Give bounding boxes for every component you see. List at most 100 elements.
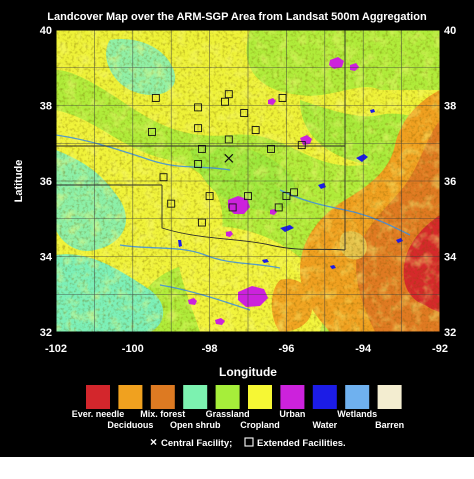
extended-facility-square [151,93,160,102]
extended-facility-square [224,90,233,99]
extended-facility-square [221,97,229,106]
extended-facility-square [197,144,206,153]
extended-facility-square [290,188,299,197]
central-facility-marker: × [150,435,157,449]
urban-area-8 [238,286,268,307]
oklahoma-texas-border [161,185,346,251]
legend-label: Water [312,420,337,430]
water-bodies [178,109,403,269]
extended-facility-square [194,124,203,133]
extended-facility-square [194,160,203,168]
x-tick-labels: -102 -100 -98 -96 -94 -92 [45,343,448,355]
river-2 [119,244,281,269]
extended-facility-square [297,141,306,150]
x-tick-label: -100 [122,343,144,355]
legend-label: Urban [279,409,305,419]
lake-8 [370,109,375,113]
lake-3 [280,225,294,232]
extended-facility-square [278,93,287,102]
y-tick-label-right: 38 [444,101,456,113]
extended-facility-square [205,192,214,201]
x-tick-label: -96 [278,343,294,355]
urban-areas [188,57,359,325]
extended-facility-square [224,135,233,144]
y-tick-label-left: 32 [40,327,52,339]
urban-area-5 [228,196,250,214]
lake-7 [178,240,182,247]
y-tick-label-left: 38 [40,101,52,113]
extended-facility-square [240,109,249,118]
y-tick-label-left: 40 [40,25,52,37]
legend-swatch [377,385,402,409]
graticule [56,30,440,332]
legend-label: Barren [375,420,404,430]
facility-footnote: × Central Facility; Extended Facilities. [150,435,346,449]
legend-swatch [86,385,110,409]
state-boundaries [56,30,346,251]
legend-swatch [345,385,370,409]
extended-facility-square [267,144,275,153]
legend-label: Grassland [206,409,250,419]
y-tick-label-right: 40 [444,25,456,37]
legend-swatch [150,385,175,409]
extended-facility-square [274,203,283,212]
extended-facility-square [244,192,252,201]
lake-5 [396,238,403,243]
legend-swatch [183,385,208,409]
legend-label: Wetlands [337,409,377,419]
x-tick-label: -102 [45,343,67,355]
urban-area-4 [300,135,312,145]
lake-6 [330,265,336,269]
central-facility-cross [224,153,234,163]
landcover-figure: Landcover Map over the ARM-SGP Area from… [0,0,474,457]
extended-facilities-text: Extended Facilities. [257,438,346,449]
legend-label: Mix. forest [140,409,185,419]
extended-facility-square [228,203,237,212]
x-axis-label: Longitude [219,365,277,379]
extended-facility-square [194,103,203,112]
legend-swatch [280,385,305,409]
y-tick-label-left: 34 [40,252,53,264]
extended-facility-square [167,199,176,208]
legend-label: Deciduous [107,420,153,430]
river-4 [159,284,251,311]
extended-facility-marker [244,437,254,447]
lake-4 [262,259,269,263]
x-tick-label: -98 [202,343,218,355]
legend-swatch [248,385,272,409]
urban-area-2 [350,63,359,71]
extended-facility-square [251,126,260,134]
map-area [56,30,440,332]
landcover-figure-svg: Landcover Map over the ARM-SGP Area from… [13,11,457,449]
urban-area-6 [226,231,233,237]
map-frame [55,29,441,333]
central-facility-text: Central Facility; [161,438,232,449]
legend-swatch [312,385,337,409]
y-tick-label-right: 34 [444,252,457,264]
urban-area-1 [329,57,344,69]
y-axis-label: Latitude [13,160,25,203]
urban-area-9 [215,318,225,325]
lake-1 [356,154,368,162]
legend-swatch [215,385,240,409]
y-tick-labels-right: 40 38 36 34 32 [444,25,457,339]
urban-area-3 [268,98,276,105]
y-tick-label-left: 36 [40,176,52,188]
extended-facility-square [148,127,156,136]
legend-label: Ever. needle [72,409,125,419]
x-tick-label: -92 [432,343,448,355]
y-tick-label-right: 36 [444,176,456,188]
urban-area-7 [188,298,197,305]
river-1 [56,134,231,171]
y-tick-labels-left: 40 38 36 34 32 [40,25,53,339]
legend-label: Open shrub [170,420,221,430]
extended-facility-square [282,192,291,201]
y-tick-label-right: 32 [444,327,456,339]
x-tick-label: -94 [355,343,372,355]
facilities [148,90,306,227]
extended-facility-square [197,218,206,227]
legend-swatch [118,385,143,409]
lake-2 [318,183,326,189]
extended-facility-square [159,173,168,182]
